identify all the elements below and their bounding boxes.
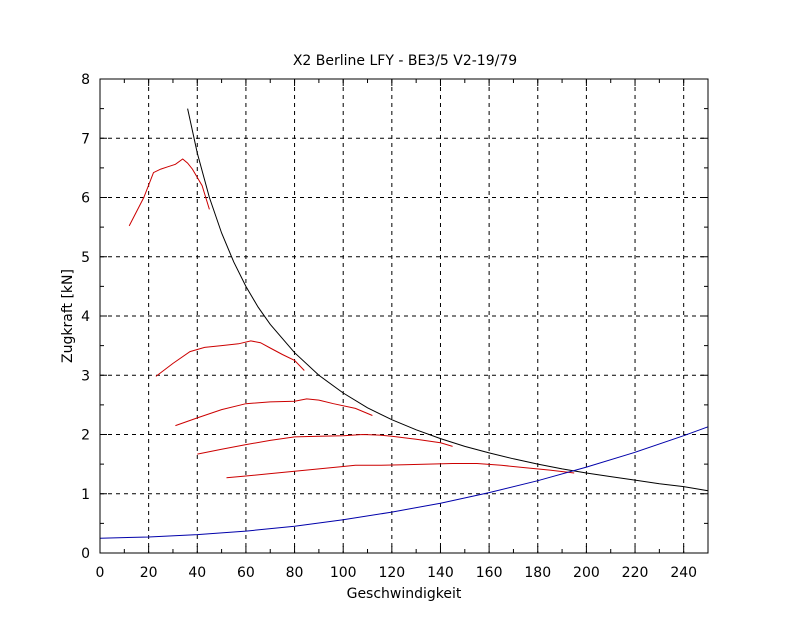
ticks	[99, 78, 708, 554]
x-tick-label: 220	[622, 565, 649, 581]
series-line-4	[197, 433, 453, 455]
y-tick-label: 2	[81, 428, 90, 444]
x-tick-label: 140	[427, 565, 454, 581]
x-tick-label: 40	[188, 565, 206, 581]
x-tick-label: 200	[573, 565, 600, 581]
y-tick-label: 4	[81, 309, 90, 325]
chart-title: X2 Berline LFY - BE3/5 V2-19/79	[293, 53, 517, 69]
series-line-5	[226, 463, 575, 479]
grid	[100, 79, 708, 553]
y-axis-label: Zugkraft [kN]	[60, 269, 76, 363]
x-tick-label: 60	[237, 565, 255, 581]
x-tick-label: 20	[140, 565, 158, 581]
x-tick-label: 180	[524, 565, 551, 581]
x-tick-label: 100	[330, 565, 357, 581]
series-line-2	[155, 340, 305, 377]
y-tick-label: 8	[81, 72, 90, 88]
x-tick-label: 160	[476, 565, 503, 581]
y-tick-label: 7	[81, 131, 90, 147]
x-axis-label: Geschwindigkeit	[347, 586, 462, 602]
x-tick-label: 80	[286, 565, 304, 581]
y-tick-label: 5	[81, 250, 90, 266]
series-line-6	[187, 108, 709, 492]
y-tick-label: 1	[81, 487, 90, 503]
series-line-1	[128, 158, 210, 227]
x-tick-label: 240	[670, 565, 697, 581]
series-line-7	[99, 426, 709, 539]
y-tick-labels: 0 1 2 3 4 5 6 7 8	[81, 72, 90, 562]
y-tick-label: 3	[81, 368, 90, 384]
x-tick-label: 0	[96, 565, 105, 581]
x-tick-labels: 0 20 40 60 80 100 120 140 160 180 200 220 240	[96, 565, 698, 581]
y-tick-label: 6	[81, 191, 90, 207]
series-group	[99, 108, 709, 539]
x-tick-label: 120	[378, 565, 405, 581]
series-line-3	[175, 398, 373, 427]
y-tick-label: 0	[81, 546, 90, 562]
